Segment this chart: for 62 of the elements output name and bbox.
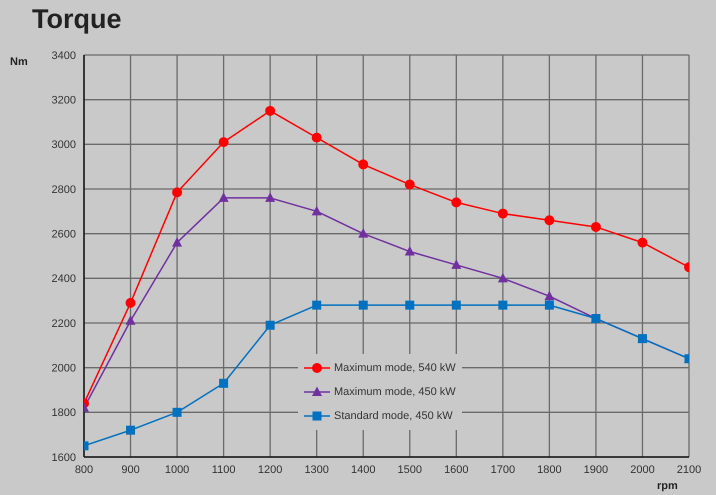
point [312,300,322,310]
chart-title: Torque [32,4,122,35]
x-tick-label: 1300 [304,464,329,476]
point [544,215,554,226]
point [498,300,508,310]
point [219,378,228,388]
x-tick-label: 800 [74,464,94,476]
point [404,180,415,190]
point [498,208,508,219]
x-tick-label: 900 [121,464,140,476]
point [126,298,136,308]
text: Nm [10,56,28,68]
x-axis-title: rpm [657,480,678,492]
y-tick-label: 2000 [52,362,76,375]
x-tick-label: 1900 [584,464,608,476]
point [637,238,648,248]
y-tick-label: 2200 [52,318,76,330]
point [590,222,601,232]
x-tick-label: 1700 [490,464,516,476]
y-tick-label: 3400 [52,50,76,62]
x-tick-label: 2100 [676,464,702,476]
x-tick-label: 1000 [164,464,190,476]
legend-label: Maximum mode, 450 kW [334,385,456,400]
legend-label: Maximum mode, 540 kW [334,361,456,376]
point [172,237,182,247]
point [358,159,368,170]
point [126,315,136,325]
x-tick-label: 1800 [537,464,562,476]
y-tick-label: 3000 [52,139,76,152]
point [404,246,415,256]
point [218,192,229,202]
point [172,187,182,198]
point [312,132,322,143]
point [358,300,368,310]
point [265,106,276,116]
point [498,272,508,282]
x-tick-label: 1100 [212,464,236,476]
x-tick-label: 2000 [630,464,655,476]
point [451,259,462,269]
point [312,206,322,216]
y-tick-label: 1800 [52,407,76,420]
point [405,300,414,310]
y-tick-label: 2600 [52,228,76,241]
point [451,197,462,208]
point [218,137,229,148]
legend-label: Standard mode, 450 kW [334,409,453,424]
point [544,290,554,300]
point [126,426,136,435]
point [172,408,182,417]
point [266,320,275,330]
x-tick-label: 1600 [444,464,469,476]
x-tick-label: 1200 [258,464,282,476]
point [544,300,554,310]
point [452,300,461,310]
x-tick-label: 1400 [350,464,376,476]
y-tick-label: 1600 [52,452,76,464]
y-tick-label: 2400 [52,273,76,286]
y-tick-label: 3200 [52,94,76,107]
y-tick-label: 2800 [52,184,76,196]
point [358,228,368,238]
x-tick-label: 1500 [398,464,422,476]
point [265,192,276,202]
